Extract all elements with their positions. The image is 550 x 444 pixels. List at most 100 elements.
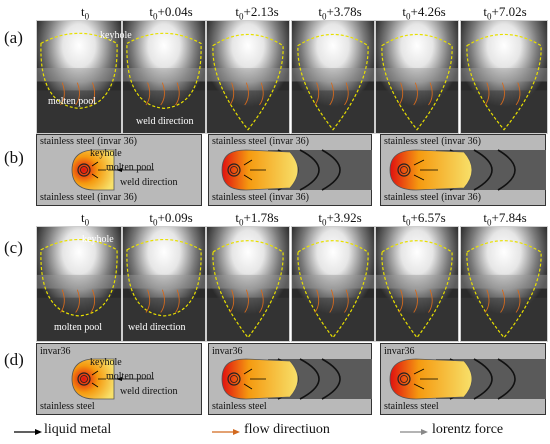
- flow-arrow: [90, 289, 96, 313]
- camera-frame-svg: [207, 227, 289, 341]
- schematic-b1-svg: [36, 134, 202, 206]
- time-label: t0+7.84s: [483, 210, 527, 228]
- schematic-d1-svg: [36, 343, 202, 415]
- molten-pool-annotation: molten pool: [48, 96, 97, 107]
- pool-boundary: [381, 240, 453, 339]
- flow-arrow: [398, 289, 404, 313]
- flow-direction-arrow-icon: [212, 429, 240, 435]
- keyhole-annotation: keyhole: [82, 234, 114, 245]
- camera-frame: [291, 20, 375, 134]
- time-label: t0: [80, 4, 90, 22]
- camera-frame: [460, 226, 548, 342]
- molten-pool-label: molten pool: [106, 162, 155, 173]
- panel-bottom-label: stainless steel (invar 36): [384, 192, 481, 203]
- time-label: t0: [80, 210, 90, 228]
- schematic-d1: [36, 343, 202, 415]
- camera-frame: [36, 226, 122, 342]
- panel-top-label: stainless steel (invar 36): [384, 136, 481, 147]
- flow-arrow: [500, 289, 505, 313]
- pool-boundary: [212, 33, 284, 131]
- pool-boundary: [212, 240, 284, 339]
- flow-arrow: [428, 82, 433, 106]
- camera-frame: [206, 226, 290, 342]
- flow-arrow: [314, 82, 320, 106]
- flow-arrow: [314, 289, 320, 313]
- keyhole-label: keyhole: [90, 357, 122, 368]
- panel-bottom-label: stainless steel (invar 36): [212, 192, 309, 203]
- time-label: t0+4.26s: [402, 4, 446, 22]
- panel-top-label: stainless steel (invar 36): [40, 136, 137, 147]
- camera-frame-svg: [461, 227, 547, 341]
- camera-frame: [291, 226, 375, 342]
- panel-top-label: invar36: [384, 346, 415, 357]
- camera-frame-svg: [123, 21, 205, 133]
- weld-direction-label: weld direction: [120, 386, 178, 397]
- schematic-b3-svg: [380, 134, 546, 206]
- time-label: t0+0.09s: [149, 210, 193, 228]
- panel-bottom-label: stainless steel: [40, 401, 95, 412]
- camera-frame-svg: [461, 21, 547, 133]
- pool-boundary: [40, 238, 118, 317]
- camera-frame: [375, 226, 459, 342]
- panel-bottom-label: stainless steel: [212, 401, 267, 412]
- row-a-label: (a): [4, 28, 23, 47]
- camera-frame-svg: [292, 21, 374, 133]
- flow-arrow: [160, 289, 165, 313]
- weld-direction-annotation: weld direction: [128, 322, 186, 333]
- schematic-d3-svg: [380, 343, 546, 415]
- flow-arrow: [329, 289, 334, 313]
- flow-arrow: [259, 289, 264, 313]
- liquid-metal-arrow-icon: [14, 429, 42, 435]
- legend-liquid-metal: liquid metal: [44, 422, 112, 437]
- camera-frame-svg: [207, 21, 289, 133]
- weld-direction-label: weld direction: [120, 177, 178, 188]
- schematic-d2-svg: [208, 343, 372, 415]
- camera-frame-svg: [376, 227, 458, 341]
- flow-arrow: [329, 82, 334, 106]
- panel-top-label: invar36: [212, 346, 243, 357]
- schematic-d3: [380, 343, 546, 415]
- flow-arrow: [259, 82, 264, 106]
- flow-arrow: [244, 82, 249, 106]
- schematic-b2: [208, 134, 372, 206]
- flow-arrow: [90, 82, 96, 106]
- weld-direction-annotation: weld direction: [136, 116, 194, 127]
- pool-boundary: [40, 32, 118, 109]
- camera-frame-svg: [37, 227, 121, 341]
- time-label: t0+0.04s: [149, 4, 193, 22]
- flow-arrow: [413, 289, 418, 313]
- flow-arrow: [229, 289, 235, 313]
- panel-bottom-label: stainless steel (invar 36): [40, 192, 137, 203]
- flow-arrow: [75, 82, 80, 106]
- legend: liquid metal flow directiuon lorentz for…: [0, 420, 550, 442]
- flow-arrow: [175, 82, 180, 106]
- schematic-d2: [208, 343, 372, 415]
- camera-frame-svg: [376, 21, 458, 133]
- flow-arrow: [500, 82, 505, 106]
- flow-arrow: [344, 289, 349, 313]
- camera-frame: [122, 20, 206, 134]
- row-b-label: (b): [4, 148, 24, 167]
- molten-pool-annotation: molten pool: [54, 322, 103, 333]
- camera-frame-svg: [292, 227, 374, 341]
- panel-bottom-label: stainless steel: [384, 401, 439, 412]
- flow-arrow: [60, 82, 65, 106]
- pool-boundary: [126, 32, 202, 109]
- pool-boundary: [466, 33, 542, 131]
- pool-boundary: [126, 238, 202, 317]
- flow-arrow: [515, 289, 521, 313]
- time-label: t0+1.78s: [235, 210, 279, 228]
- flow-arrow: [160, 82, 165, 106]
- flow-arrow: [344, 82, 349, 106]
- flow-arrow: [145, 82, 151, 106]
- camera-frame: [206, 20, 290, 134]
- flow-arrow: [428, 289, 433, 313]
- pool-boundary: [297, 240, 369, 339]
- flow-arrow: [515, 82, 521, 106]
- schematic-b2-svg: [208, 134, 372, 206]
- time-label: t0+7.02s: [483, 4, 527, 22]
- flow-arrow: [175, 289, 180, 313]
- pool-boundary: [381, 33, 453, 131]
- flow-arrow: [244, 289, 249, 313]
- row-c-label: (c): [4, 238, 23, 257]
